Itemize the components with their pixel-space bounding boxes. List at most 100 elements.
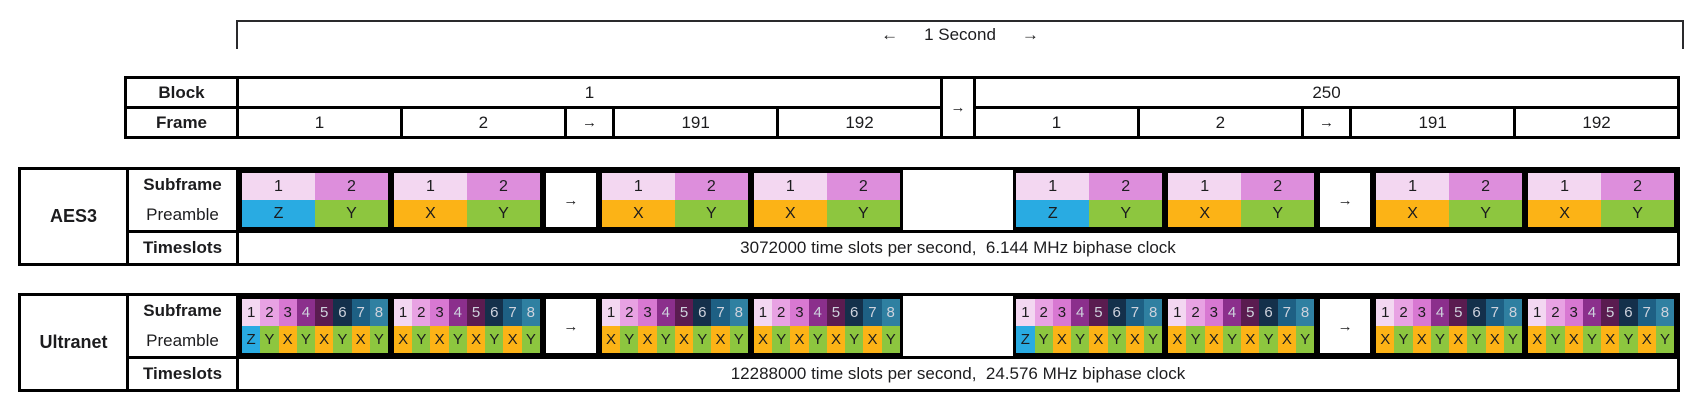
subframe-cell: 7: [351, 299, 370, 326]
preamble-cell: X: [790, 326, 809, 353]
subframe-cell: 4: [448, 299, 467, 326]
preamble-cell: X: [430, 326, 449, 353]
preamble-cell: Y: [466, 200, 540, 227]
subframe-cell: 3: [1204, 299, 1223, 326]
subframe-cell: 1: [601, 299, 621, 326]
preamble-cell: X: [1376, 200, 1450, 227]
preamble-cell: Y: [729, 326, 748, 353]
subframe-preamble-strip: 1 2 Z Y 1 2 X Y → 1 2 X Y 1 2 X Y 1 2 Z Y 1 2 X Y → 1 2 X Y 1 2 X Y: [239, 170, 1678, 230]
preamble-cell: X: [1241, 326, 1260, 353]
subframe-cell: 5: [674, 299, 694, 326]
frame-skip-arrow-icon: →: [563, 109, 612, 136]
subframe-cell: 3: [790, 299, 809, 326]
subframe-cell: 5: [1089, 299, 1108, 326]
subframe-cell: 1: [1376, 299, 1395, 326]
timeslots-text: 3072000 time slots per second, 6.144 MHz…: [239, 230, 1677, 263]
block-frame-table: Block Frame 1 1 2 → 191 192 → 250 1 2 → 191 192: [124, 76, 1680, 139]
subframe-cell: 2: [412, 299, 431, 326]
preamble-cell: Y: [448, 326, 467, 353]
band-name-label: AES3: [21, 170, 129, 263]
subframe-cell: 7: [503, 299, 522, 326]
subframe-cell: 7: [1277, 299, 1296, 326]
preamble-cell: Y: [1089, 200, 1163, 227]
subframe-cell: 2: [1449, 173, 1523, 200]
subframe-cell: 6: [1467, 299, 1486, 326]
frame-number-cell: 1: [314, 112, 325, 132]
preamble-cell: Y: [521, 326, 540, 353]
preamble-cell: X: [1168, 200, 1242, 227]
subframe-cell: 4: [1430, 299, 1450, 326]
subframe-cell: 1: [1528, 173, 1602, 200]
subframe-cell: 5: [1601, 299, 1620, 326]
frame-row: 1 2 → 191 192: [239, 109, 940, 136]
subframe-cell: 4: [656, 299, 675, 326]
row-label-preamble: Preamble: [146, 331, 219, 350]
preamble-cell: Y: [674, 200, 748, 227]
preamble-cell: Y: [1259, 326, 1278, 353]
preamble-cell: X: [1204, 326, 1223, 353]
preamble-cell: Y: [1034, 326, 1053, 353]
block-frame-row-labels: Block Frame: [127, 79, 239, 136]
subframe-cell: 5: [1241, 299, 1260, 326]
preamble-cell: X: [601, 326, 621, 353]
preamble-cell: X: [1564, 326, 1583, 353]
subframe-cell: 3: [1564, 299, 1583, 326]
subframe-cell: 3: [430, 299, 449, 326]
preamble-cell: X: [1637, 326, 1656, 353]
timeslots-text: 12288000 time slots per second, 24.576 M…: [239, 356, 1677, 389]
preamble-cell: Y: [620, 326, 639, 353]
subframe-cell: 8: [881, 299, 900, 326]
subframe-cell: 3: [1052, 299, 1071, 326]
preamble-cell: X: [1528, 200, 1602, 227]
subframe-cell: 4: [1582, 299, 1602, 326]
preamble-cell: Y: [314, 200, 388, 227]
subframe-cell: 5: [1449, 299, 1468, 326]
subframe-cell: 2: [1089, 173, 1163, 200]
subframe-cell: 2: [772, 299, 791, 326]
subframe-cell: 8: [729, 299, 748, 326]
subframe-cell: 3: [278, 299, 297, 326]
preamble-cell: X: [826, 326, 846, 353]
subframe-cell: 2: [314, 173, 388, 200]
preamble-cell: X: [1528, 326, 1547, 353]
row-label-preamble: Preamble: [146, 205, 219, 224]
subframe-cell: 7: [1485, 299, 1504, 326]
preamble-cell: X: [1168, 326, 1187, 353]
preamble-cell: Z: [1016, 200, 1090, 227]
frame-row: 1 2 → 191 192: [976, 109, 1677, 136]
subframe-cell: 1: [753, 173, 827, 200]
preamble-cell: X: [601, 200, 675, 227]
subframe-cell: 8: [1503, 299, 1523, 326]
subframe-cell: 5: [826, 299, 846, 326]
subframe-cell: 6: [1619, 299, 1638, 326]
row-label-timeslots: Timeslots: [129, 356, 236, 389]
preamble-cell: X: [638, 326, 657, 353]
subframe-preamble-labels: Subframe Preamble: [129, 296, 236, 356]
preamble-cell: Y: [1582, 326, 1602, 353]
preamble-cell: Y: [693, 326, 712, 353]
subframe-cell: 7: [711, 299, 730, 326]
subframe-cell: 1: [1016, 173, 1090, 200]
subframe-cell: 6: [693, 299, 712, 326]
subframe-preamble-labels: Subframe Preamble: [129, 170, 236, 230]
frame-skip-arrow-icon: →: [1317, 296, 1374, 356]
row-label-subframe: Subframe: [143, 175, 222, 194]
subframe-preamble-strip: 1 2 3 4 5 6 7 8 Z Y X Y X Y X Y 1 2 3 4 5 6 7 8 X Y X Y X Y X Y → 1 2 3 4 5 6 7…: [239, 296, 1678, 356]
subframe-cell: 1: [1168, 299, 1187, 326]
one-second-bracket: ← 1 Second →: [236, 20, 1684, 49]
